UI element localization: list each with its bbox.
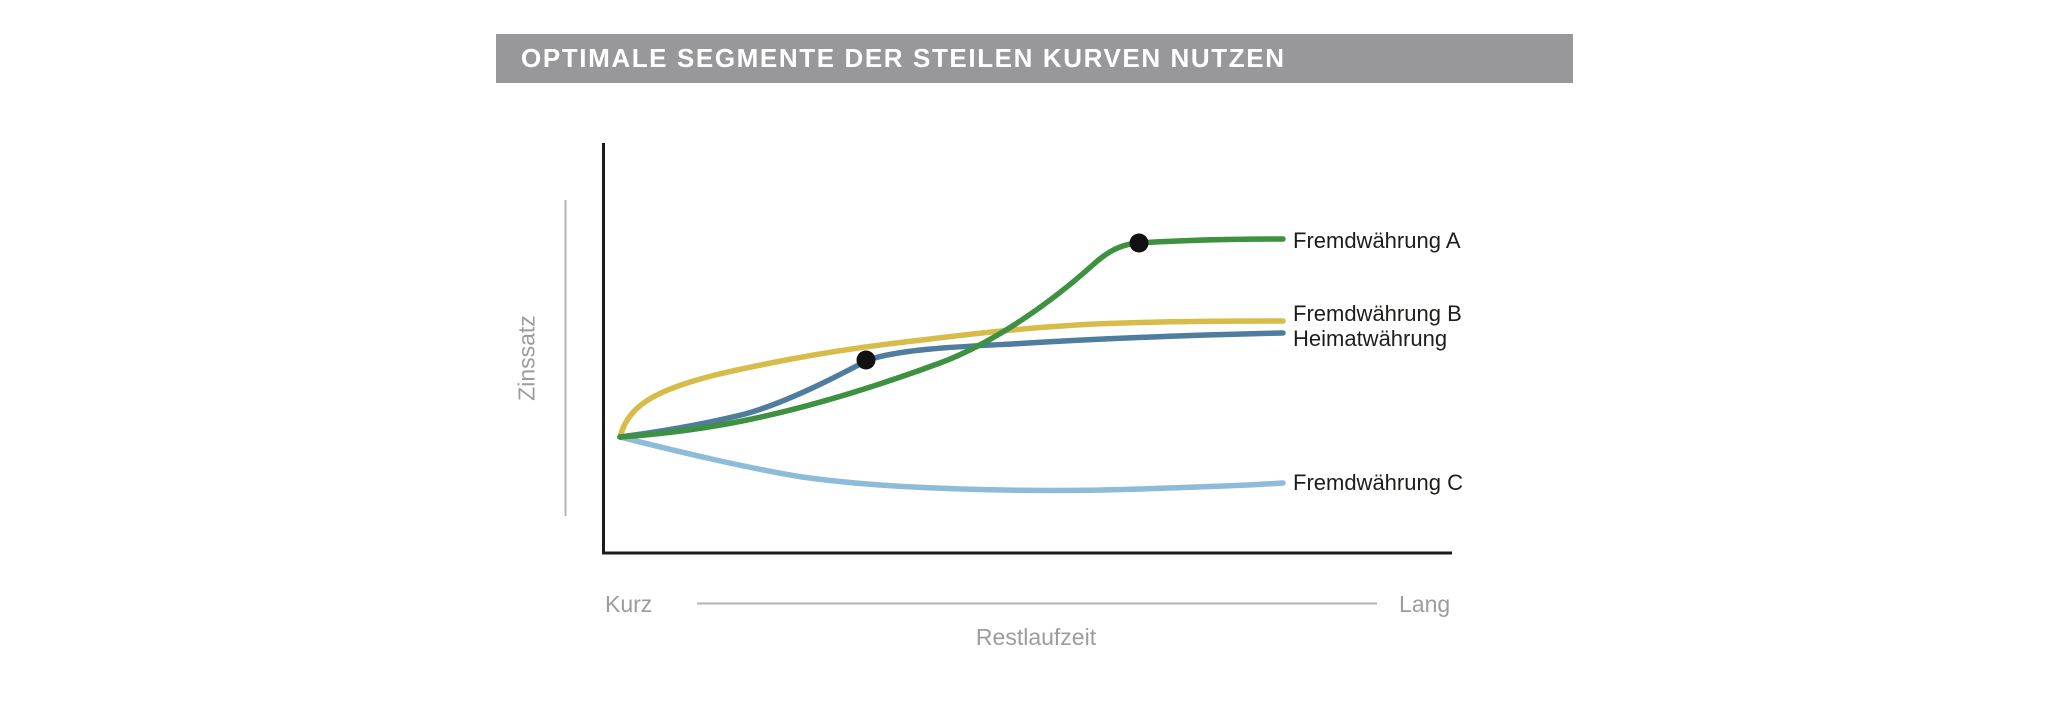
- x-min-label: Kurz: [605, 591, 653, 617]
- y-axis-label: Zinssatz: [513, 315, 540, 401]
- title-banner: OPTIMALE SEGMENTE DER STEILEN KURVEN NUT…: [496, 34, 1573, 83]
- series-label-fremdwaehrung-b: Fremdwährung B: [1293, 301, 1462, 326]
- marker-dot-heimatwaehrung: [856, 350, 876, 370]
- curve-heimatwaehrung: [617, 330, 1286, 440]
- series-label-heimatwaehrung: Heimatwährung: [1293, 326, 1448, 351]
- curve-fremdwaehrung-b: [617, 318, 1286, 440]
- curve-fremdwaehrung-a: [617, 236, 1286, 440]
- x-axis-label: Restlaufzeit: [975, 624, 1097, 650]
- marker-dot-fremdwaehrung-a: [1129, 233, 1149, 253]
- figure-title: OPTIMALE SEGMENTE DER STEILEN KURVEN NUT…: [521, 43, 1286, 73]
- curve-fremdwaehrung-c: [617, 434, 1286, 494]
- series-label-fremdwaehrung-c: Fremdwährung C: [1293, 470, 1463, 495]
- x-max-label: Lang: [1399, 591, 1451, 617]
- series-label-fremdwaehrung-a: Fremdwährung A: [1293, 228, 1461, 253]
